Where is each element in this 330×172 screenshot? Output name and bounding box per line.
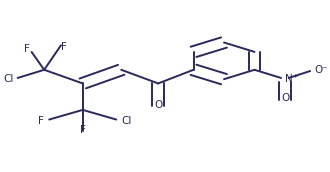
- Text: F: F: [24, 44, 30, 54]
- Text: F: F: [60, 42, 66, 52]
- Text: Cl: Cl: [121, 116, 132, 126]
- Text: O: O: [154, 100, 162, 110]
- Text: N⁺: N⁺: [285, 74, 298, 84]
- Text: Cl: Cl: [3, 74, 14, 84]
- Text: O⁻: O⁻: [314, 65, 328, 75]
- Text: O: O: [281, 93, 289, 103]
- Text: F: F: [80, 125, 86, 135]
- Text: F: F: [38, 116, 44, 126]
